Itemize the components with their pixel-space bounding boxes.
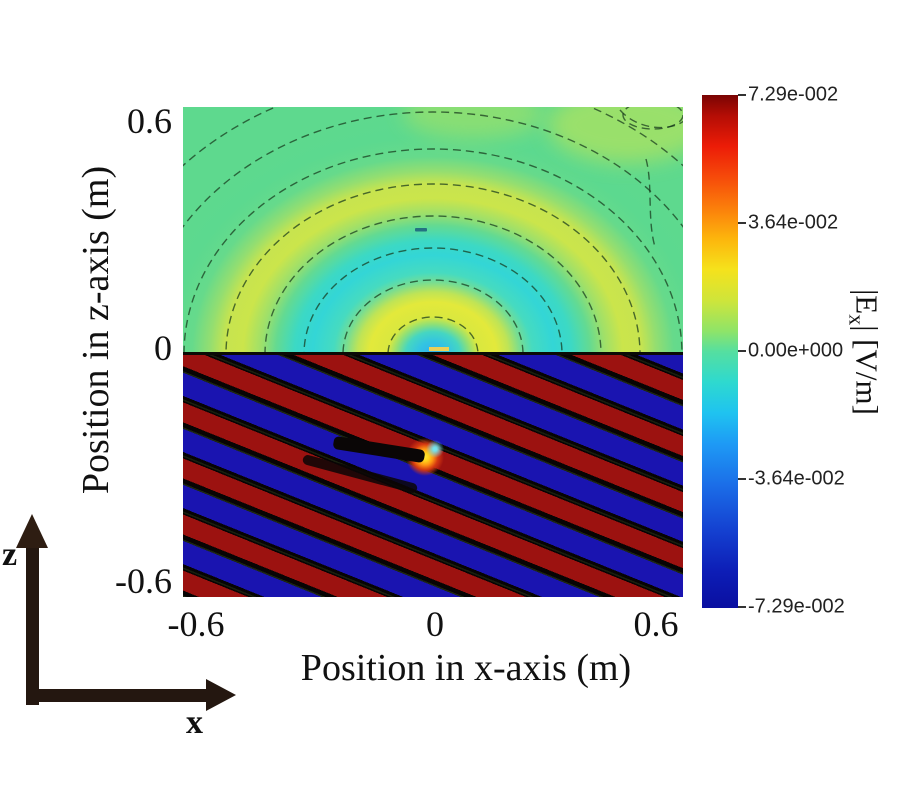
colorbar-tick-mark bbox=[738, 94, 746, 96]
colorbar-tick-mark bbox=[738, 606, 746, 608]
x-tick-0: 0 bbox=[426, 604, 444, 644]
y-tick-0.6: 0.6 bbox=[127, 101, 172, 141]
x-axis-arrow-shaft bbox=[26, 689, 206, 702]
colorbar-tick-zero: 0.00e+000 bbox=[748, 339, 844, 362]
upper-field-map bbox=[183, 107, 683, 352]
y-axis-label: Position in z-axis (m) bbox=[75, 165, 117, 495]
fringe-distortion bbox=[332, 435, 426, 464]
colorbar-label-prefix: |E bbox=[849, 289, 885, 315]
colorbar-label: |Ex| [V/m] bbox=[843, 289, 884, 415]
max-marker-dash bbox=[415, 228, 427, 232]
colorbar bbox=[702, 95, 738, 608]
plot-area bbox=[183, 107, 683, 597]
lower-field-map bbox=[183, 352, 683, 597]
colorbar-tick-mark bbox=[738, 478, 746, 480]
x-axis-arrowhead-icon bbox=[206, 679, 236, 711]
colorbar-tick-max: 7.29e-002 bbox=[748, 83, 839, 106]
z-axis-arrowhead-icon bbox=[16, 514, 48, 548]
y-tick-0: 0 bbox=[154, 328, 172, 368]
upper-field-svg bbox=[183, 107, 683, 352]
colorbar-tick-mark bbox=[738, 350, 746, 352]
colorbar-label-subscript: x bbox=[844, 314, 870, 326]
contour-lines bbox=[183, 107, 683, 352]
x-axis-arrow-label: x bbox=[186, 704, 203, 741]
colorbar-label-suffix: | [V/m] bbox=[849, 325, 885, 415]
yellow-patch-top-center bbox=[403, 107, 543, 139]
colorbar-tick: 3.64e-002 bbox=[748, 211, 839, 234]
yellow-patch-top-right bbox=[548, 107, 683, 163]
z-axis-arrow-shaft bbox=[26, 548, 39, 705]
colorbar-tick-min: -7.29e-002 bbox=[748, 595, 845, 618]
z-axis-arrow-label: z bbox=[2, 536, 18, 573]
x-axis-label: Position in x-axis (m) bbox=[300, 647, 632, 689]
x-tick--0.6: -0.6 bbox=[167, 604, 225, 644]
boundary-hot-sliver bbox=[429, 347, 449, 351]
fringe-distortion bbox=[301, 453, 419, 495]
colorbar-tick: -3.64e-002 bbox=[748, 467, 845, 490]
y-tick--0.6: -0.6 bbox=[115, 561, 172, 601]
x-tick-0.6: 0.6 bbox=[633, 604, 679, 644]
colorbar-tick-mark bbox=[738, 222, 746, 224]
